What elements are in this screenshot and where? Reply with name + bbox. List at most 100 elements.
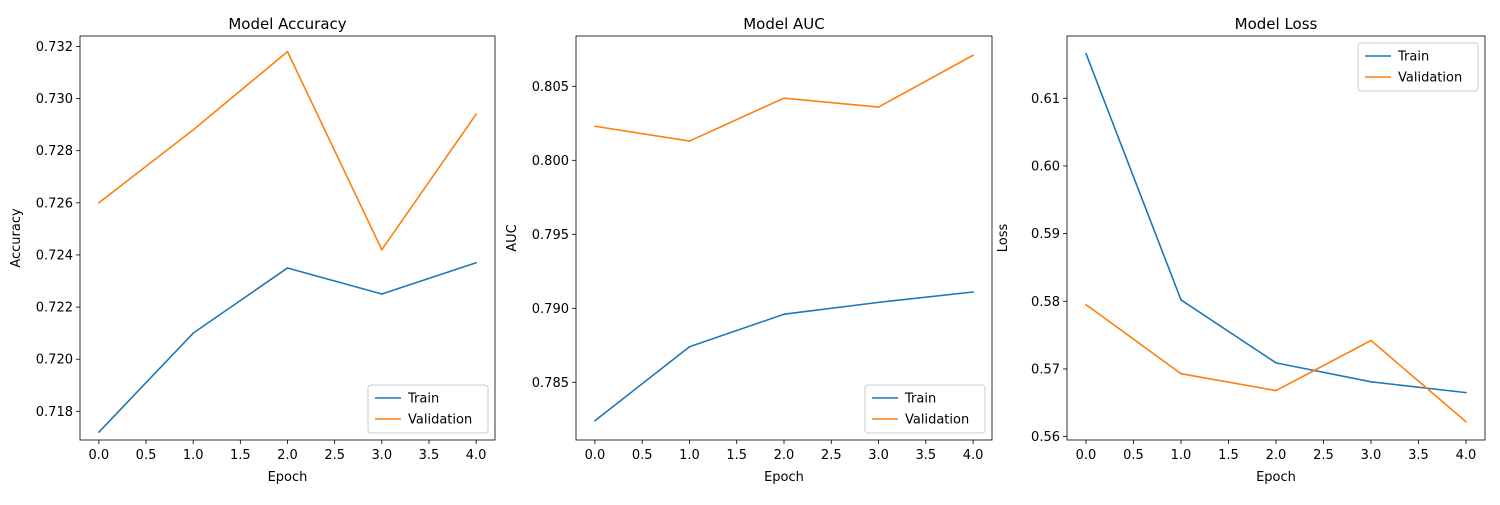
x-tick-label: 1.0 (1171, 448, 1192, 463)
data-point-validation (381, 248, 383, 251)
plot-frame (1066, 35, 1486, 441)
data-point-validation (1085, 303, 1087, 306)
x-tick-label: 1.0 (183, 448, 204, 463)
y-tick-label: 0.790 (532, 302, 569, 317)
x-tick-label: 0.5 (1123, 448, 1144, 463)
legend-box (367, 384, 489, 434)
x-tick-label: 0.0 (585, 448, 606, 463)
panel-1: Model Accuracy 0.0 0.5 1.0 1.5 2.0 2.5 3.0 3.5 4.… (9, 15, 496, 485)
data-point-validation (1465, 420, 1467, 423)
y-tick-label: 0.795 (532, 228, 569, 243)
data-point-validation (877, 106, 880, 108)
data-point-train (783, 313, 785, 316)
y-tick-label: 0.805 (532, 80, 569, 95)
x-tick-label: 3.5 (1408, 448, 1429, 463)
x-tick-label: 3.0 (1361, 448, 1382, 463)
y-tick-label: 0.800 (532, 154, 569, 169)
data-point-validation (1180, 372, 1182, 375)
y-tick-label: 0.720 (36, 353, 73, 368)
legend-label: Validation (1398, 71, 1462, 86)
data-point-train (688, 345, 691, 348)
y-tick-label: 0.730 (36, 92, 73, 107)
y-tick-label: 0.726 (36, 196, 73, 211)
data-point-train (475, 261, 477, 264)
legend-box (864, 384, 986, 434)
x-tick-label: 1.5 (230, 448, 251, 463)
y-tick-label: 0.58 (1031, 295, 1060, 310)
legend: Train Validation (367, 384, 489, 434)
data-point-validation (594, 125, 596, 128)
legend-label: Train (407, 392, 439, 407)
x-tick-label: 1.5 (1218, 448, 1239, 463)
data-point-train (1465, 391, 1467, 394)
y-tick-label: 0.732 (36, 40, 73, 55)
data-point-validation (688, 140, 691, 142)
y-tick-label: 0.59 (1031, 227, 1060, 242)
x-tick-label: 2.0 (1266, 448, 1287, 463)
x-tick-label: 2.5 (1313, 448, 1334, 463)
legend: Train Validation (864, 384, 986, 434)
data-point-validation (192, 129, 194, 131)
y-axis-title: AUC (505, 224, 520, 252)
x-tick-label: 4.0 (1456, 448, 1477, 463)
x-tick-label: 2.0 (774, 448, 795, 463)
legend-label: Validation (408, 413, 472, 428)
data-point-train (381, 293, 383, 295)
legend-box (1357, 42, 1479, 92)
series-line-train (1085, 53, 1467, 394)
x-tick-label: 0.0 (89, 448, 110, 463)
data-point-validation (783, 97, 785, 99)
x-tick-label: 3.5 (419, 448, 440, 463)
legend-label: Validation (905, 413, 969, 428)
x-axis-title: Epoch (268, 470, 308, 485)
data-point-train (594, 419, 596, 422)
data-point-train (1180, 299, 1182, 301)
y-tick-label: 0.718 (36, 405, 73, 420)
legend-label: Train (1397, 50, 1429, 65)
data-point-validation (98, 202, 100, 204)
y-axis-title: Loss (996, 224, 1011, 253)
panel-3: Model Loss 0.0 0.5 1.0 1.5 2.0 2.5 3.0 3.5 4.0 0.5… (996, 15, 1486, 485)
y-tick-label: 0.57 (1031, 362, 1060, 377)
data-point-train (1275, 362, 1277, 364)
data-point-train (972, 291, 974, 293)
series-line-validation (98, 50, 477, 251)
panel-title: Model Accuracy (228, 15, 346, 33)
data-point-validation (1370, 339, 1372, 342)
x-tick-label: 1.5 (726, 448, 747, 463)
y-tick-label: 0.56 (1031, 430, 1060, 445)
data-point-train (98, 431, 100, 433)
y-tick-label: 0.60 (1031, 159, 1060, 174)
data-point-validation (475, 113, 477, 115)
x-tick-label: 3.5 (915, 448, 936, 463)
x-tick-label: 2.0 (277, 448, 298, 463)
x-tick-label: 2.5 (821, 448, 842, 463)
plot-frame (575, 35, 993, 441)
x-tick-label: 4.0 (963, 448, 984, 463)
x-tick-label: 0.5 (136, 448, 157, 463)
y-tick-label: 0.728 (36, 144, 73, 159)
x-tick-label: 3.0 (868, 448, 889, 463)
x-axis-title: Epoch (1256, 470, 1296, 485)
y-tick-label: 0.61 (1031, 92, 1060, 107)
legend: Train Validation (1357, 42, 1479, 92)
panel-title: Model AUC (743, 15, 825, 33)
data-point-train (192, 332, 194, 334)
plot-frame (79, 35, 496, 441)
panel-title: Model Loss (1235, 15, 1318, 33)
y-axis-title: Accuracy (9, 208, 24, 268)
data-point-validation (286, 50, 289, 53)
data-point-validation (972, 54, 974, 57)
y-tick-label: 0.785 (532, 376, 569, 391)
data-point-validation (1275, 389, 1277, 392)
legend-label: Train (904, 392, 936, 407)
data-point-train (1085, 52, 1087, 55)
y-tick-label: 0.722 (36, 301, 73, 316)
data-point-train (1370, 381, 1372, 383)
x-tick-label: 0.5 (632, 448, 653, 463)
data-point-train (286, 267, 289, 269)
x-tick-label: 2.5 (324, 448, 345, 463)
x-tick-label: 1.0 (679, 448, 700, 463)
